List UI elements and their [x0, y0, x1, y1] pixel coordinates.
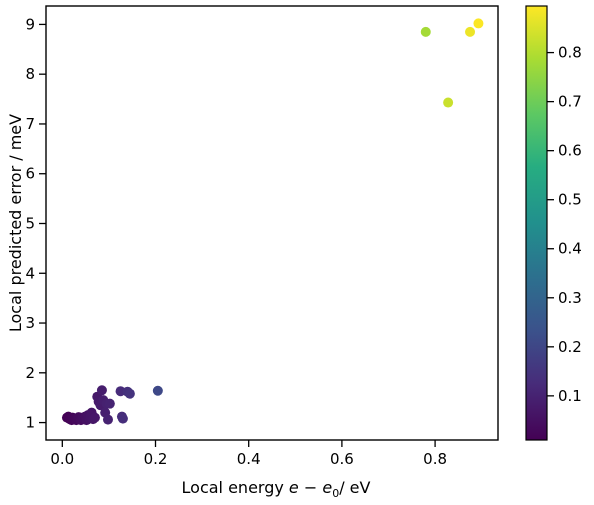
data-point [104, 398, 115, 409]
y-tick-label: 4 [25, 264, 35, 282]
x-tick-label: 0.4 [237, 450, 261, 468]
colorbar-ticks: 0.1 0.2 0.3 0.4 0.5 0.6 0.7 0.8 [547, 44, 582, 405]
x-axis-label-subvar: e [322, 478, 332, 497]
x-axis-label-subscript: 0 [332, 487, 339, 500]
data-point [473, 18, 484, 29]
data-point [152, 385, 163, 396]
y-tick-label: 6 [25, 165, 35, 183]
y-axis-ticks: 1 2 3 4 5 6 7 8 9 [25, 15, 46, 432]
y-tick-label: 7 [25, 115, 35, 133]
data-point [89, 412, 100, 423]
data-point [96, 385, 107, 396]
x-axis-label-var: e [289, 478, 299, 497]
colorbar-tick-label: 0.5 [558, 191, 582, 209]
data-point [465, 26, 476, 37]
plot-frame [45, 5, 499, 441]
x-axis-label-suffix: / eV [339, 478, 370, 497]
y-tick-label: 3 [25, 314, 35, 332]
points-layer [61, 18, 484, 426]
x-tick-label: 0.0 [50, 450, 74, 468]
x-tick-label: 0.2 [144, 450, 168, 468]
data-point [420, 26, 431, 37]
y-tick-label: 2 [25, 364, 35, 382]
x-axis-label-minus: − [299, 478, 323, 497]
colorbar-tick-label: 0.2 [558, 338, 582, 356]
y-tick-label: 8 [25, 65, 35, 83]
data-point [124, 388, 135, 399]
data-point [117, 413, 128, 424]
y-axis-label: Local predicted error / meV [6, 114, 25, 332]
colorbar-tick-label: 0.1 [558, 387, 582, 405]
data-point [443, 97, 454, 108]
y-tick-label: 9 [25, 15, 35, 33]
colorbar-tick-label: 0.7 [558, 93, 582, 111]
x-tick-label: 0.8 [423, 450, 447, 468]
colorbar-tick-label: 0.3 [558, 289, 582, 307]
data-point [102, 414, 113, 425]
colorbar-tick-label: 0.8 [558, 44, 582, 62]
x-axis-label: Local energy e − e0/ eV [182, 478, 371, 500]
colorbar-tick-label: 0.4 [558, 240, 582, 258]
x-axis-label-prefix: Local energy [182, 478, 289, 497]
y-tick-label: 5 [25, 214, 35, 232]
colorbar [525, 5, 548, 441]
y-tick-label: 1 [25, 414, 35, 432]
x-axis-ticks: 0.0 0.2 0.4 0.6 0.8 [50, 440, 447, 468]
colorbar-tick-label: 0.6 [558, 142, 582, 160]
x-tick-label: 0.6 [330, 450, 354, 468]
